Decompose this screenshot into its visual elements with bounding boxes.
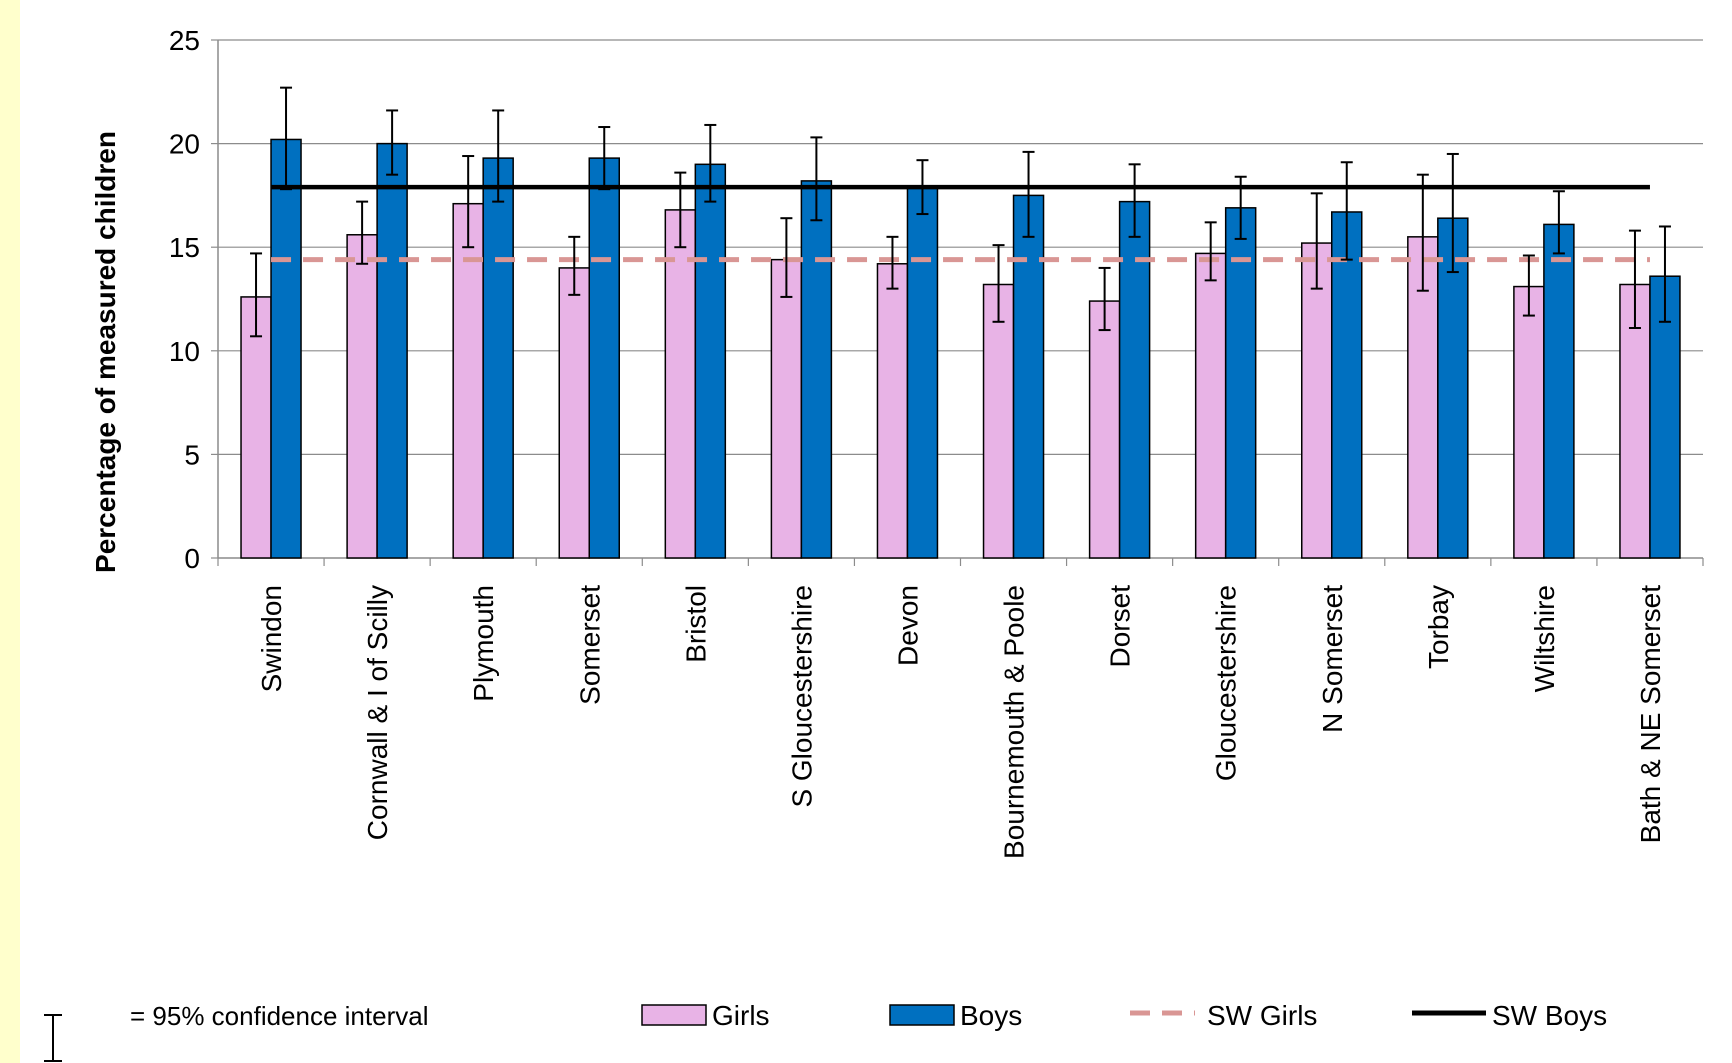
y-tick-label: 0: [184, 543, 200, 574]
legend-sw-girls-label: SW Girls: [1207, 1000, 1317, 1031]
bar-boys: [906, 186, 939, 559]
bar-boys: [1543, 223, 1575, 559]
bar-girls: [558, 267, 590, 559]
category-label: S Gloucestershire: [786, 585, 817, 808]
category-label: Cornwall & I of Scilly: [362, 585, 393, 840]
category-label: Bournemouth & Poole: [999, 585, 1030, 859]
category-label: Devon: [892, 585, 923, 666]
y-tick-label: 10: [169, 336, 200, 367]
bar-boys: [694, 163, 727, 559]
category-label: Somerset: [574, 585, 605, 705]
bar-boys: [1331, 211, 1363, 559]
category-label: Gloucestershire: [1211, 585, 1242, 781]
legend: = 95% confidence interval Girls Boys SW …: [44, 1000, 1607, 1062]
bar-girls: [770, 258, 803, 559]
bar-girls: [876, 263, 909, 559]
bar-boys: [1649, 275, 1681, 559]
bar-boys: [800, 180, 833, 559]
bar-girls: [346, 234, 378, 559]
bar-boys: [482, 157, 514, 559]
reference-lines: [271, 184, 1650, 263]
chart-container: 0 5 10 15 20 25 Swindon Cornwall & I of Scilly…: [20, 0, 1732, 1063]
category-label: Dorset: [1105, 585, 1136, 668]
bar-boys: [376, 142, 408, 559]
category-label: Bath & NE Somerset: [1635, 585, 1666, 844]
bar-boys: [270, 138, 302, 559]
category-label: Torbay: [1423, 585, 1454, 669]
legend-girls-swatch: [641, 1004, 707, 1026]
bars: [240, 138, 1681, 559]
y-tick-label: 15: [169, 232, 200, 263]
category-label: Bristol: [680, 585, 711, 663]
bar-girls: [664, 209, 697, 559]
bar-girls: [1194, 252, 1227, 559]
y-tick-label: 25: [169, 25, 200, 56]
error-bars: [250, 86, 1671, 338]
category-label: Swindon: [256, 585, 287, 692]
bar-boys: [1012, 194, 1045, 559]
bar-boys: [588, 157, 620, 559]
bar-girls: [982, 283, 1015, 559]
category-labels: Swindon Cornwall & I of Scilly Plymouth Som…: [256, 585, 1666, 859]
bar-boys: [1224, 207, 1257, 559]
category-label: Plymouth: [468, 585, 499, 702]
bar-girls: [1088, 300, 1121, 559]
category-label: N Somerset: [1317, 585, 1348, 733]
y-axis-title: Percentage of measured children: [90, 131, 121, 573]
bar-girls: [1513, 285, 1545, 559]
gridlines: [218, 39, 1703, 455]
error-bar-legend-label: = 95% confidence interval: [130, 1001, 428, 1031]
legend-boys-label: Boys: [960, 1000, 1022, 1031]
category-label: Wiltshire: [1529, 585, 1560, 692]
bar-girls: [1301, 242, 1333, 559]
y-tick-label: 5: [184, 439, 200, 470]
y-tick-label: 20: [169, 129, 200, 160]
bar-boys: [1437, 217, 1469, 559]
bar-girls: [1619, 283, 1651, 559]
legend-boys-swatch: [889, 1004, 955, 1026]
bar-boys: [1118, 200, 1151, 559]
legend-girls-label: Girls: [712, 1000, 770, 1031]
bar-chart: 0 5 10 15 20 25 Swindon Cornwall & I of Scilly…: [44, 25, 1704, 1062]
legend-sw-boys-label: SW Boys: [1492, 1000, 1607, 1031]
bar-girls: [452, 202, 484, 559]
error-bar-legend-icon: [44, 1014, 62, 1062]
